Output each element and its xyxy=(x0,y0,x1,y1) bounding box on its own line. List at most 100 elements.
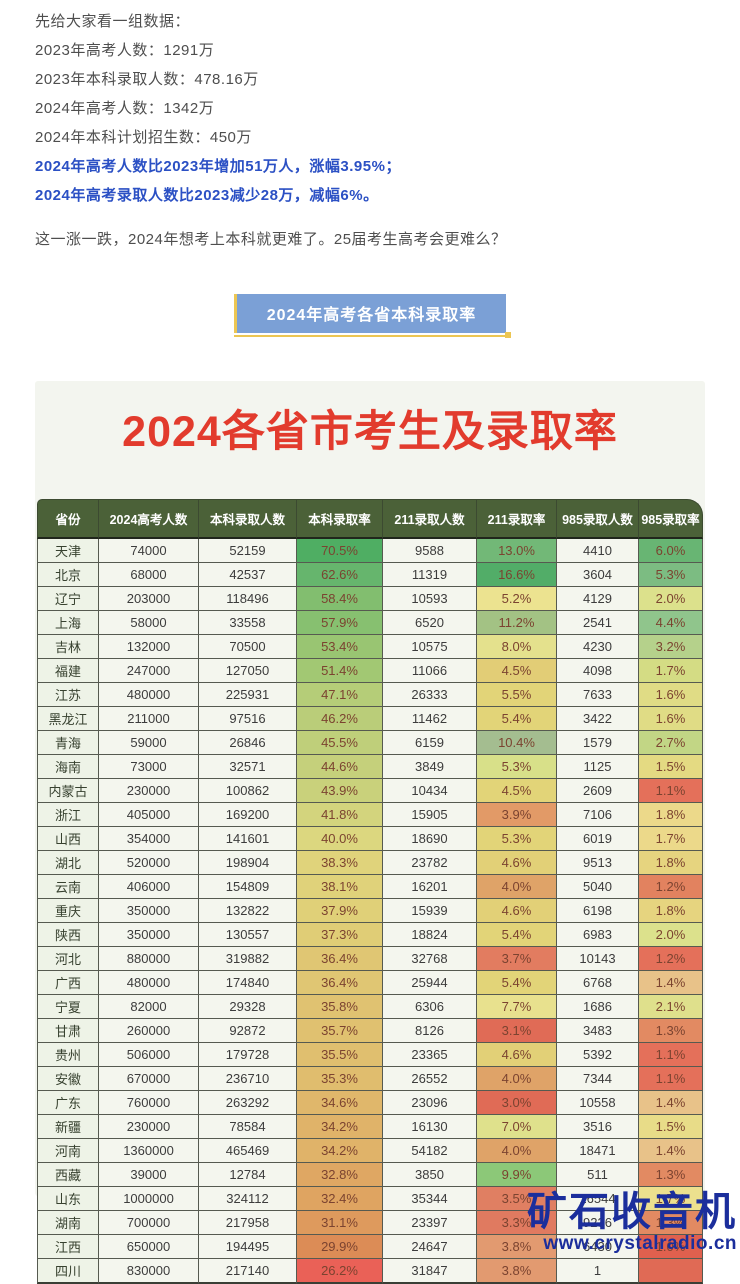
value-cell: 520000 xyxy=(99,851,199,875)
value-cell: 46.2% xyxy=(297,707,383,731)
value-cell: 6019 xyxy=(557,827,639,851)
value-cell: 3.8% xyxy=(477,1259,557,1284)
province-cell: 辽宁 xyxy=(37,587,99,611)
table-row: 青海 59000 26846 45.5% 6159 10.4% 1579 2.7% xyxy=(37,731,703,755)
value-cell: 354000 xyxy=(99,827,199,851)
value-cell: 5.2% xyxy=(477,587,557,611)
value-cell: 405000 xyxy=(99,803,199,827)
value-cell: 1000000 xyxy=(99,1187,199,1211)
province-cell: 新疆 xyxy=(37,1115,99,1139)
value-cell: 3.0% xyxy=(477,1091,557,1115)
value-cell: 169200 xyxy=(199,803,297,827)
value-cell: 132822 xyxy=(199,899,297,923)
section-header: 2024年高考各省本科录取率 xyxy=(0,294,740,338)
table-row: 甘肃 260000 92872 35.7% 8126 3.1% 3483 1.3% xyxy=(37,1019,703,1043)
value-cell: 3849 xyxy=(383,755,477,779)
province-cell: 内蒙古 xyxy=(37,779,99,803)
value-cell: 16130 xyxy=(383,1115,477,1139)
province-cell: 山西 xyxy=(37,827,99,851)
table-row: 陕西 350000 130557 37.3% 18824 5.4% 6983 2.0% xyxy=(37,923,703,947)
value-cell: 880000 xyxy=(99,947,199,971)
value-cell: 11.2% xyxy=(477,611,557,635)
intro-line: 2023年本科录取人数：478.16万 xyxy=(35,71,259,88)
province-cell: 山东 xyxy=(37,1187,99,1211)
value-cell: 7.7% xyxy=(477,995,557,1019)
value-cell: 217140 xyxy=(199,1259,297,1284)
province-cell: 青海 xyxy=(37,731,99,755)
value-cell: 1.1% xyxy=(639,1067,703,1091)
province-cell: 广西 xyxy=(37,971,99,995)
value-cell: 36.4% xyxy=(297,947,383,971)
province-cell: 贵州 xyxy=(37,1043,99,1067)
value-cell: 5.4% xyxy=(477,923,557,947)
value-cell: 6520 xyxy=(383,611,477,635)
value-cell: 34.6% xyxy=(297,1091,383,1115)
value-cell: 41.8% xyxy=(297,803,383,827)
value-cell: 18471 xyxy=(557,1139,639,1163)
table-row: 内蒙古 230000 100862 43.9% 10434 4.5% 2609 1.1% xyxy=(37,779,703,803)
value-cell: 4410 xyxy=(557,539,639,563)
value-cell: 1.7% xyxy=(639,827,703,851)
watermark-url: www.crystalradio.cn xyxy=(543,1233,737,1254)
value-cell: 3.1% xyxy=(477,1019,557,1043)
column-header: 省份 xyxy=(37,499,99,539)
province-cell: 江西 xyxy=(37,1235,99,1259)
province-cell: 陕西 xyxy=(37,923,99,947)
value-cell: 4.5% xyxy=(477,659,557,683)
table-row: 江苏 480000 225931 47.1% 26333 5.5% 7633 1.6% xyxy=(37,683,703,707)
value-cell: 26552 xyxy=(383,1067,477,1091)
value-cell: 3.8% xyxy=(477,1235,557,1259)
value-cell: 5.4% xyxy=(477,707,557,731)
province-cell: 江苏 xyxy=(37,683,99,707)
value-cell: 118496 xyxy=(199,587,297,611)
value-cell: 506000 xyxy=(99,1043,199,1067)
value-cell: 4.0% xyxy=(477,1139,557,1163)
value-cell: 9.9% xyxy=(477,1163,557,1187)
value-cell: 7106 xyxy=(557,803,639,827)
table-row: 宁夏 82000 29328 35.8% 6306 7.7% 1686 2.1% xyxy=(37,995,703,1019)
column-header: 985录取人数 xyxy=(557,499,639,539)
value-cell: 5.5% xyxy=(477,683,557,707)
province-cell: 吉林 xyxy=(37,635,99,659)
province-cell: 云南 xyxy=(37,875,99,899)
value-cell: 1.3% xyxy=(639,1211,703,1235)
intro-section: 先给大家看一组数据： 2023年高考人数：1291万 2023年本科录取人数：4… xyxy=(0,0,740,249)
value-cell: 16201 xyxy=(383,875,477,899)
table-row: 山西 354000 141601 40.0% 18690 5.3% 6019 1.7% xyxy=(37,827,703,851)
table-row: 河南 1360000 465469 34.2% 54182 4.0% 18471 1.4% xyxy=(37,1139,703,1163)
value-cell: 3.7% xyxy=(477,947,557,971)
value-cell: 5.3% xyxy=(639,563,703,587)
value-cell: 3604 xyxy=(557,563,639,587)
table-row: 辽宁 203000 118496 58.4% 10593 5.2% 4129 2.0% xyxy=(37,587,703,611)
value-cell: 10558 xyxy=(557,1091,639,1115)
value-cell: 26.2% xyxy=(297,1259,383,1284)
value-cell: 1.1% xyxy=(639,779,703,803)
province-cell: 湖北 xyxy=(37,851,99,875)
value-cell: 830000 xyxy=(99,1259,199,1284)
table-image: 2024各省市考生及录取率 省份 2024高考人数 本科录取人数 本科录取率 211录取… xyxy=(35,381,705,1284)
value-cell: 16.6% xyxy=(477,563,557,587)
highlight-line: 2024年高考录取人数比2023减少28万，减幅6%。 xyxy=(35,187,379,204)
value-cell: 9236 xyxy=(557,1211,639,1235)
value-cell: 34.2% xyxy=(297,1115,383,1139)
value-cell: 3.2% xyxy=(639,635,703,659)
value-cell: 38.3% xyxy=(297,851,383,875)
watermark: 矿石收音机 www.crystalradio.cn xyxy=(527,1192,737,1255)
watermark-title: 矿石收音机 xyxy=(527,1190,737,1234)
highlight-line: 2024年高考人数比2023年增加51万人，涨幅3.95%； xyxy=(35,158,401,175)
value-cell: 127050 xyxy=(199,659,297,683)
column-header: 985录取率 xyxy=(639,499,703,539)
intro-line: 2023年高考人数：1291万 xyxy=(35,42,215,59)
value-cell: 29.9% xyxy=(297,1235,383,1259)
value-cell: 4.4% xyxy=(639,611,703,635)
value-cell: 1.3% xyxy=(639,1163,703,1187)
value-cell: 53.4% xyxy=(297,635,383,659)
table-body: 天津 74000 52159 70.5% 9588 13.0% 4410 6.0% 北京 6800… xyxy=(37,539,703,1284)
value-cell: 217958 xyxy=(199,1211,297,1235)
admission-table: 省份 2024高考人数 本科录取人数 本科录取率 211录取人数 211录取率 985录取人… xyxy=(37,499,703,1284)
value-cell: 10.4% xyxy=(477,731,557,755)
value-cell: 15905 xyxy=(383,803,477,827)
value-cell: 4098 xyxy=(557,659,639,683)
province-cell: 重庆 xyxy=(37,899,99,923)
table-row: 河北 880000 319882 36.4% 32768 3.7% 10143 1.2% xyxy=(37,947,703,971)
